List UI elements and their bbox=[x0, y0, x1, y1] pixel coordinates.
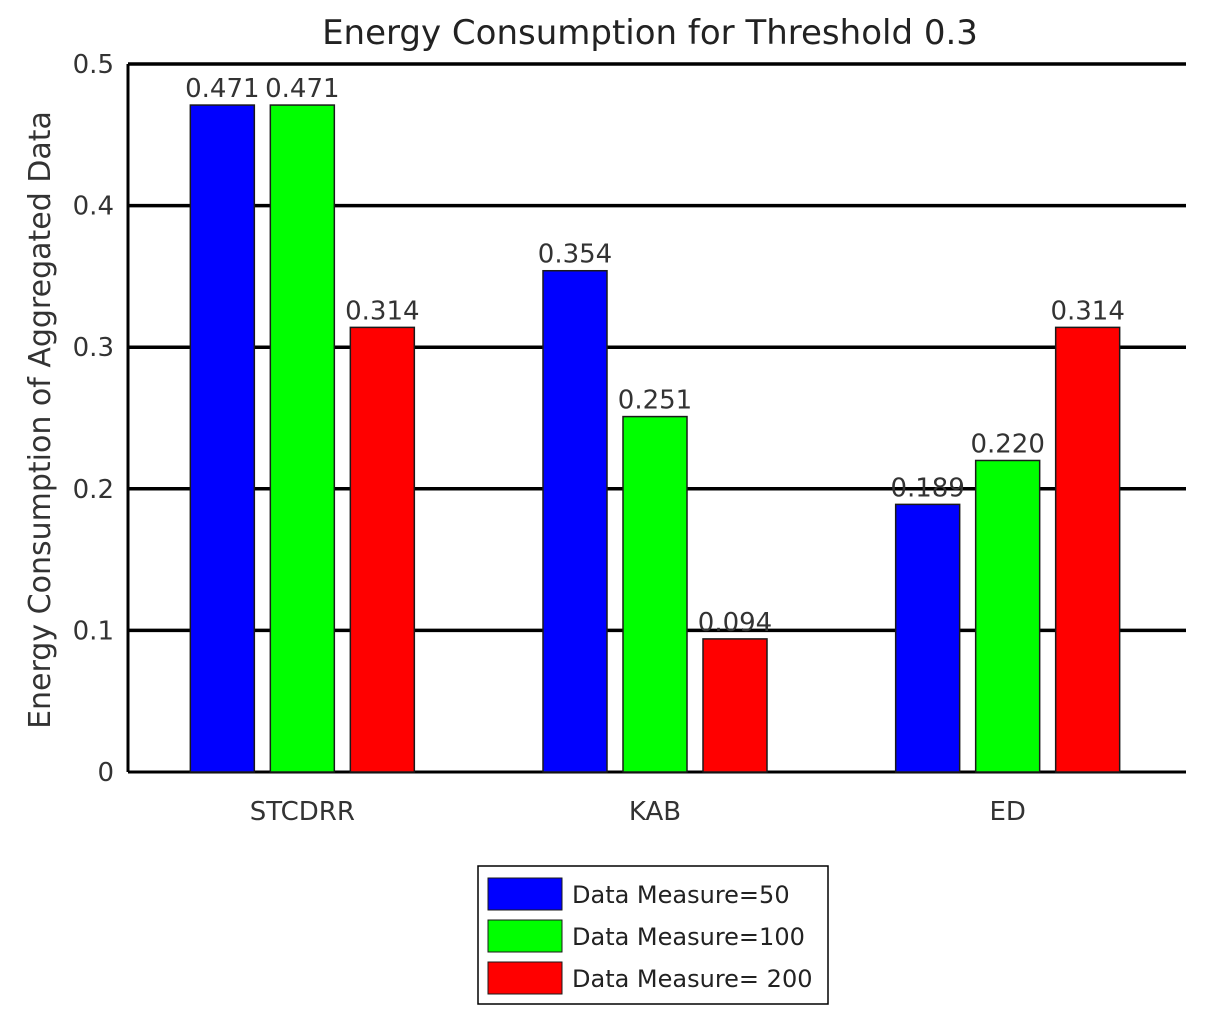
bar-value-label: 0.251 bbox=[618, 386, 692, 416]
y-tick-label: 0.4 bbox=[73, 192, 114, 222]
legend-entry-label: Data Measure= 200 bbox=[572, 965, 812, 993]
data-labels: 0.471 0.471 0.314 0.354 0.251 0.094 0.1890.220… bbox=[185, 74, 1125, 638]
bar bbox=[269, 104, 336, 773]
y-tick-label: 0 bbox=[97, 758, 114, 788]
y-tick-label: 0.2 bbox=[73, 475, 114, 505]
bars bbox=[189, 104, 1121, 773]
y-tick-label: 0.1 bbox=[73, 616, 114, 646]
bar-value-label: 0.354 bbox=[538, 240, 612, 270]
bar bbox=[189, 104, 256, 773]
x-axis-ticks: STCDRR KAB ED bbox=[250, 797, 1026, 827]
legend: Data Measure=50 Data Measure=100 Data Meas… bbox=[477, 865, 829, 1005]
bar-value-label: 0.471 bbox=[265, 74, 339, 104]
bar-value-label: 0.314 bbox=[1050, 296, 1124, 326]
y-axis-label: Energy Consumption of Aggregated Data bbox=[23, 111, 58, 729]
bar-value-label: 0.220 bbox=[970, 429, 1044, 459]
x-tick-label: KAB bbox=[629, 797, 681, 827]
chart-title: Energy Consumption for Threshold 0.3 bbox=[322, 13, 978, 53]
bar-value-label: 0.189 bbox=[890, 473, 964, 503]
legend-swatch bbox=[487, 877, 563, 911]
bar-value-label: 0.094 bbox=[698, 608, 772, 638]
y-axis-ticks: 0 0.1 0.2 0.3 0.4 0.5 bbox=[73, 50, 114, 788]
y-tick-label: 0.5 bbox=[73, 50, 114, 80]
bar bbox=[1054, 326, 1121, 773]
legend-swatch bbox=[487, 919, 563, 953]
x-tick-label: STCDRR bbox=[250, 797, 355, 827]
y-tick-label: 0.3 bbox=[73, 333, 114, 363]
bar bbox=[894, 503, 961, 773]
bar bbox=[542, 269, 608, 773]
legend-entry-label: Data Measure=100 bbox=[572, 923, 805, 951]
bar-value-label: 0.314 bbox=[345, 296, 419, 326]
bar bbox=[974, 459, 1041, 773]
x-tick-label: ED bbox=[989, 797, 1025, 827]
legend-swatch bbox=[487, 961, 563, 995]
bar bbox=[349, 326, 416, 773]
bar bbox=[702, 638, 768, 773]
bar-value-label: 0.471 bbox=[185, 74, 259, 104]
legend-entry-label: Data Measure=50 bbox=[572, 881, 790, 909]
bar bbox=[622, 415, 688, 773]
